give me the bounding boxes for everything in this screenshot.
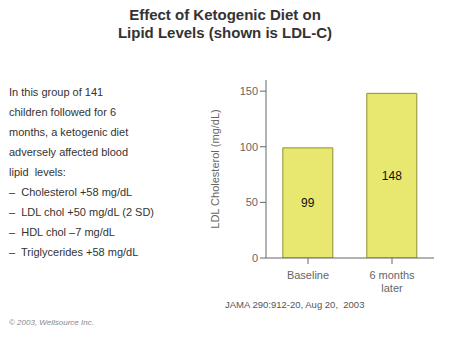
- html-text:children followed for 6: children followed for 6: [9, 106, 116, 118]
- svg-text:6 monthslater: 6 monthslater: [369, 269, 415, 294]
- svg-text:150: 150: [240, 85, 258, 97]
- html-text:– Triglycerides +58 mg/dL: – Triglycerides +58 mg/dL: [9, 246, 139, 258]
- html-text:lipid levels:: lipid levels:: [9, 166, 66, 178]
- html-text:Effect of Ketogenic Diet on Li: Effect of Ketogenic Diet on Lipid Levels…: [117, 6, 333, 41]
- html-text:adversely affected blood: adversely affected blood: [9, 146, 128, 158]
- html-text:© 2003, Wellsource Inc.: © 2003, Wellsource Inc.: [9, 318, 94, 327]
- html-text:– LDL chol +50 mg/dL (2 SD): – LDL chol +50 mg/dL (2 SD): [9, 206, 154, 218]
- html-text:– HDL chol –7 mg/dL: – HDL chol –7 mg/dL: [9, 226, 115, 238]
- html-text:months, a ketogenic diet: months, a ketogenic diet: [9, 126, 129, 138]
- svg-text:148: 148: [382, 169, 402, 183]
- svg-text:100: 100: [240, 141, 258, 153]
- svg-text:Baseline: Baseline: [287, 269, 329, 281]
- svg-text:99: 99: [301, 196, 315, 210]
- html-text:– Cholesterol +58 mg/dL: – Cholesterol +58 mg/dL: [9, 186, 133, 198]
- html-text:In this group of 141: In this group of 141: [9, 86, 104, 98]
- html-text:JAMA 290:912-20, Aug 20, 2003: JAMA 290:912-20, Aug 20, 2003: [225, 299, 365, 310]
- svg-text:0: 0: [252, 252, 258, 264]
- svg-text:LDL Cholesterol (mg/dL): LDL Cholesterol (mg/dL): [210, 109, 221, 228]
- svg-text:50: 50: [246, 196, 258, 208]
